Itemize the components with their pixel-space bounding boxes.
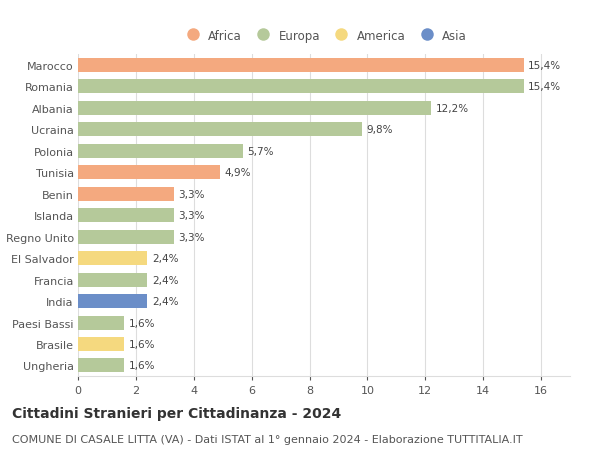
Bar [78, 337, 124, 351]
Text: 3,3%: 3,3% [178, 232, 205, 242]
Bar [78, 145, 243, 158]
Text: 1,6%: 1,6% [128, 361, 155, 371]
Bar [78, 230, 173, 244]
Text: 2,4%: 2,4% [152, 253, 178, 263]
Bar [78, 166, 220, 180]
Bar [78, 273, 148, 287]
Bar [78, 359, 124, 373]
Text: 1,6%: 1,6% [128, 318, 155, 328]
Text: 2,4%: 2,4% [152, 275, 178, 285]
Legend: Africa, Europa, America, Asia: Africa, Europa, America, Asia [178, 26, 470, 46]
Text: 5,7%: 5,7% [247, 146, 274, 157]
Bar [78, 209, 173, 223]
Text: 3,3%: 3,3% [178, 211, 205, 221]
Text: COMUNE DI CASALE LITTA (VA) - Dati ISTAT al 1° gennaio 2024 - Elaborazione TUTTI: COMUNE DI CASALE LITTA (VA) - Dati ISTAT… [12, 434, 523, 444]
Text: 1,6%: 1,6% [128, 339, 155, 349]
Text: 2,4%: 2,4% [152, 297, 178, 307]
Text: Cittadini Stranieri per Cittadinanza - 2024: Cittadini Stranieri per Cittadinanza - 2… [12, 406, 341, 420]
Text: 9,8%: 9,8% [366, 125, 392, 135]
Bar [78, 252, 148, 265]
Bar [78, 80, 524, 94]
Text: 15,4%: 15,4% [528, 61, 561, 71]
Text: 15,4%: 15,4% [528, 82, 561, 92]
Bar [78, 187, 173, 202]
Text: 4,9%: 4,9% [224, 168, 251, 178]
Bar [78, 295, 148, 308]
Bar [78, 102, 431, 116]
Text: 12,2%: 12,2% [436, 104, 469, 114]
Bar [78, 316, 124, 330]
Bar [78, 59, 524, 73]
Bar [78, 123, 362, 137]
Text: 3,3%: 3,3% [178, 189, 205, 199]
